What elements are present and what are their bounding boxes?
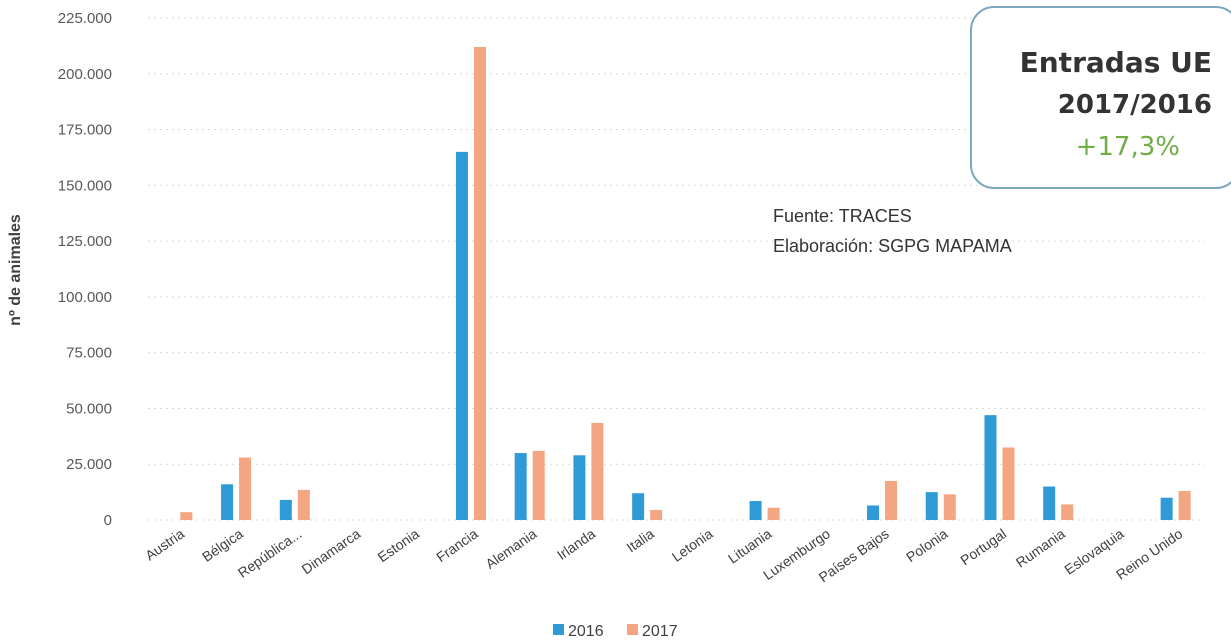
bar-2016-15 <box>1043 486 1056 520</box>
bar-2017-10 <box>767 507 780 520</box>
y-axis-label: nº de animales <box>7 214 24 326</box>
bar-2016-1 <box>221 484 234 520</box>
bar-2016-2 <box>279 499 292 520</box>
y-tick-label: 225.000 <box>58 10 112 27</box>
x-category-label: Dinamarca <box>299 525 364 577</box>
x-category-label: Polonia <box>903 525 951 565</box>
bar-2017-14 <box>1002 447 1015 520</box>
bar-2016-14 <box>984 415 997 520</box>
y-tick-label: 50.000 <box>66 400 112 417</box>
bar-2016-13 <box>925 492 938 520</box>
elaboration-line: Elaboración: SGPG MAPAMA <box>773 236 1012 256</box>
summary-title: Entradas UE <box>1019 46 1212 79</box>
legend-swatch-2017 <box>627 624 638 635</box>
bar-2017-2 <box>297 489 310 520</box>
y-tick-label: 200.000 <box>58 66 112 83</box>
bar-2016-7 <box>573 455 586 520</box>
x-category-label: Reino Unido <box>1113 525 1185 582</box>
summary-box: Entradas UE 2017/2016 +17,3% <box>970 6 1231 189</box>
x-category-label: Austria <box>142 525 187 563</box>
x-category-label: Estonia <box>375 525 423 565</box>
bar-2017-7 <box>591 422 604 520</box>
legend-swatch-2016 <box>553 624 564 635</box>
y-tick-label: 25.000 <box>66 456 112 473</box>
bar-2017-13 <box>943 494 956 520</box>
y-tick-label: 75.000 <box>66 345 112 362</box>
y-tick-label: 0 <box>104 512 112 529</box>
x-category-label: Portugal <box>957 525 1009 568</box>
bar-2016-6 <box>514 453 527 520</box>
bar-2017-8 <box>650 509 663 520</box>
legend-label-2016: 2016 <box>568 623 604 640</box>
x-category-label: Lituania <box>725 525 775 566</box>
x-category-label: Letonia <box>669 525 716 565</box>
bar-2017-5 <box>473 47 486 520</box>
legend-label-2017: 2017 <box>642 623 678 640</box>
bars <box>180 47 1191 520</box>
legend: 2016 2017 <box>553 623 678 640</box>
x-category-label: Rumania <box>1013 525 1068 570</box>
bar-2016-10 <box>749 501 762 520</box>
y-tick-label: 150.000 <box>58 177 112 194</box>
bar-2017-17 <box>1178 490 1191 520</box>
bar-2016-12 <box>867 505 880 520</box>
y-tick-label: 125.000 <box>58 233 112 250</box>
x-category-label: República... <box>235 525 305 581</box>
source-line: Fuente: TRACES <box>773 206 912 226</box>
x-category-label: Bélgica <box>199 525 246 565</box>
bar-2017-6 <box>532 450 545 520</box>
source-note: Fuente: TRACES Elaboración: SGPG MAPAMA <box>773 201 1012 261</box>
summary-change: +17,3% <box>1075 132 1180 162</box>
bar-2017-15 <box>1061 504 1074 520</box>
gridlines <box>148 17 1205 521</box>
bar-2017-12 <box>885 480 898 520</box>
y-tick-label: 100.000 <box>58 289 112 306</box>
y-tick-label: 175.000 <box>58 122 112 139</box>
x-category-label: Irlanda <box>554 525 598 563</box>
bar-2016-5 <box>455 151 468 520</box>
x-category-label: Alemania <box>482 525 539 572</box>
bar-2017-1 <box>239 457 252 520</box>
x-category-label: Francia <box>433 525 481 565</box>
y-axis-ticks: 0 25.000 50.000 75.000 100.000 125.000 150.000… <box>58 10 112 529</box>
bar-2016-17 <box>1160 497 1173 520</box>
bar-2016-8 <box>632 493 645 520</box>
x-category-label: Italia <box>623 525 657 555</box>
summary-period: 2017/2016 <box>1057 90 1212 120</box>
bar-2017-0 <box>180 512 193 520</box>
